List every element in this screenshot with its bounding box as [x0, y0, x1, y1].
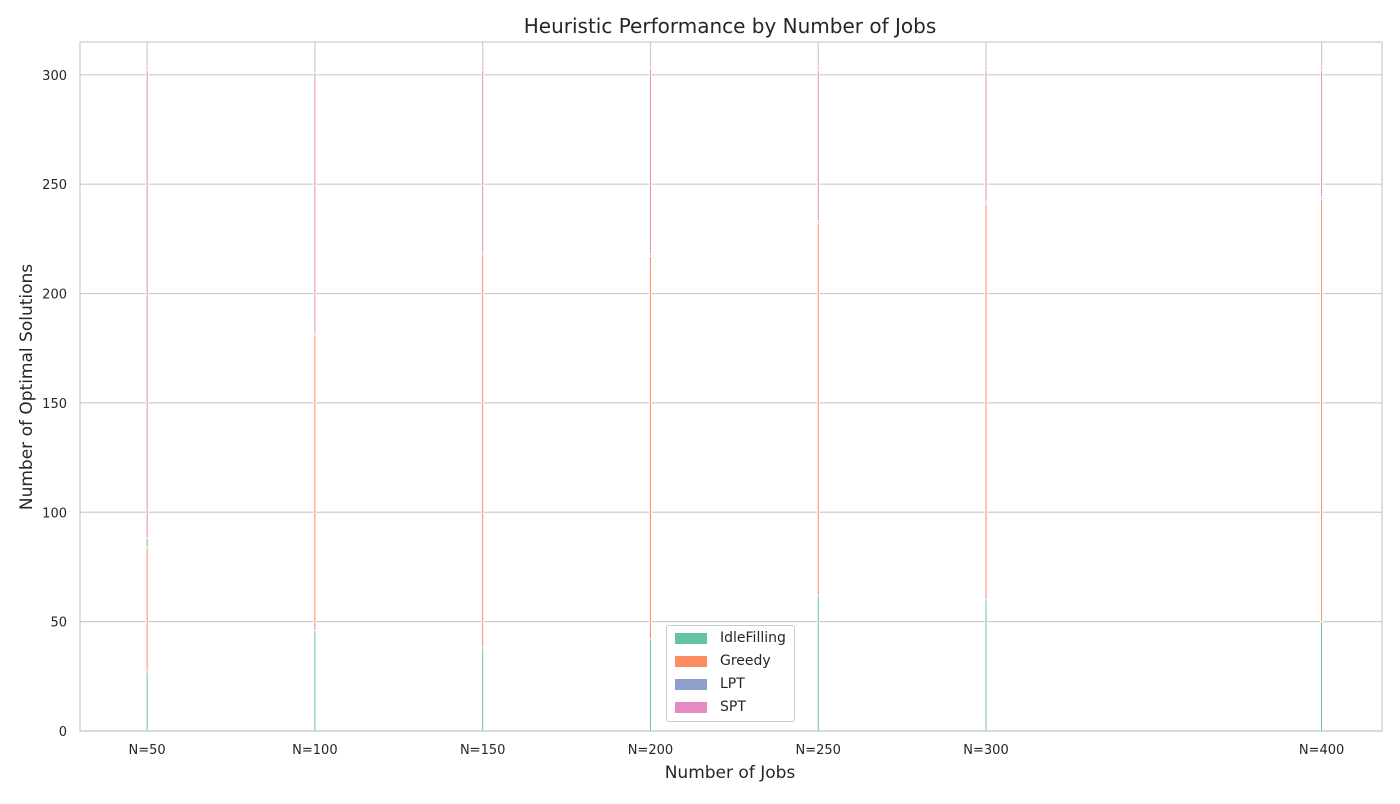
legend-item-lpt: LPT	[675, 674, 745, 694]
bar-segment-spt	[816, 69, 820, 222]
tick-labels: 0 50 100 150 200 250 300 N=50 N=100 N=150 N=200 N=2…	[42, 69, 1344, 758]
legend-swatch-lpt	[675, 678, 707, 690]
bar-segment-greedy	[481, 253, 485, 649]
legend-item-greedy: Greedy	[675, 651, 771, 671]
bar-segment-greedy	[313, 334, 317, 631]
bar-segment-greedy	[648, 255, 652, 640]
legend-swatch-idlefilling	[675, 632, 707, 644]
legend-item-spt: SPT	[675, 697, 746, 717]
y-tick-label: 0	[59, 725, 67, 740]
y-tick-label: 150	[42, 397, 67, 412]
bar-segment-idlefilling	[1320, 621, 1324, 732]
legend-swatch-spt	[675, 701, 707, 713]
bar-segment-idlefilling	[145, 671, 149, 732]
bar-segment-idlefilling	[481, 647, 485, 732]
x-tick-label: N=50	[129, 743, 166, 758]
x-tick-label: N=400	[1299, 743, 1344, 758]
bar-segment-spt	[145, 69, 149, 540]
bar-segment-idlefilling	[816, 594, 820, 732]
x-tick-label: N=250	[796, 743, 841, 758]
legend-swatch-greedy	[675, 655, 707, 667]
bar-segment-spt	[481, 69, 485, 253]
bar-segment-idlefilling	[984, 599, 988, 732]
bar-segment-spt	[1320, 69, 1324, 198]
x-axis-label: Number of Jobs	[665, 763, 796, 783]
legend-label-lpt: LPT	[720, 676, 745, 692]
y-tick-label: 200	[42, 288, 67, 303]
plot-frame	[79, 41, 1383, 732]
bar-segment-greedy	[984, 203, 988, 601]
legend-label-spt: SPT	[720, 699, 746, 715]
bars	[145, 67, 1324, 732]
legend: IdleFilling Greedy LPT SPT	[666, 625, 795, 722]
bar-segment-greedy	[816, 223, 820, 596]
legend-label-idlefilling: IdleFilling	[720, 630, 786, 646]
bar-segment-spt	[648, 67, 652, 255]
x-tick-label: N=300	[963, 743, 1008, 758]
bar-segment-idlefilling	[648, 638, 652, 732]
chart-title: Heuristic Performance by Number of Jobs	[524, 14, 937, 38]
x-tick-label: N=200	[628, 743, 673, 758]
y-tick-label: 100	[42, 506, 67, 521]
legend-item-idlefilling: IdleFilling	[675, 628, 786, 648]
y-tick-label: 300	[42, 69, 67, 84]
x-tick-label: N=150	[460, 743, 505, 758]
y-axis-label: Number of Optimal Solutions	[17, 264, 37, 510]
y-tick-label: 250	[42, 178, 67, 193]
y-tick-label: 50	[50, 616, 67, 631]
bar-segment-greedy	[1320, 198, 1324, 623]
bar-segment-greedy	[145, 546, 149, 673]
bar-segment-lpt	[145, 538, 149, 548]
bar-segment-spt	[313, 72, 317, 334]
bar-segment-idlefilling	[313, 629, 317, 732]
x-tick-label: N=100	[292, 743, 337, 758]
bar-segment-spt	[984, 69, 988, 203]
legend-label-greedy: Greedy	[720, 653, 771, 669]
